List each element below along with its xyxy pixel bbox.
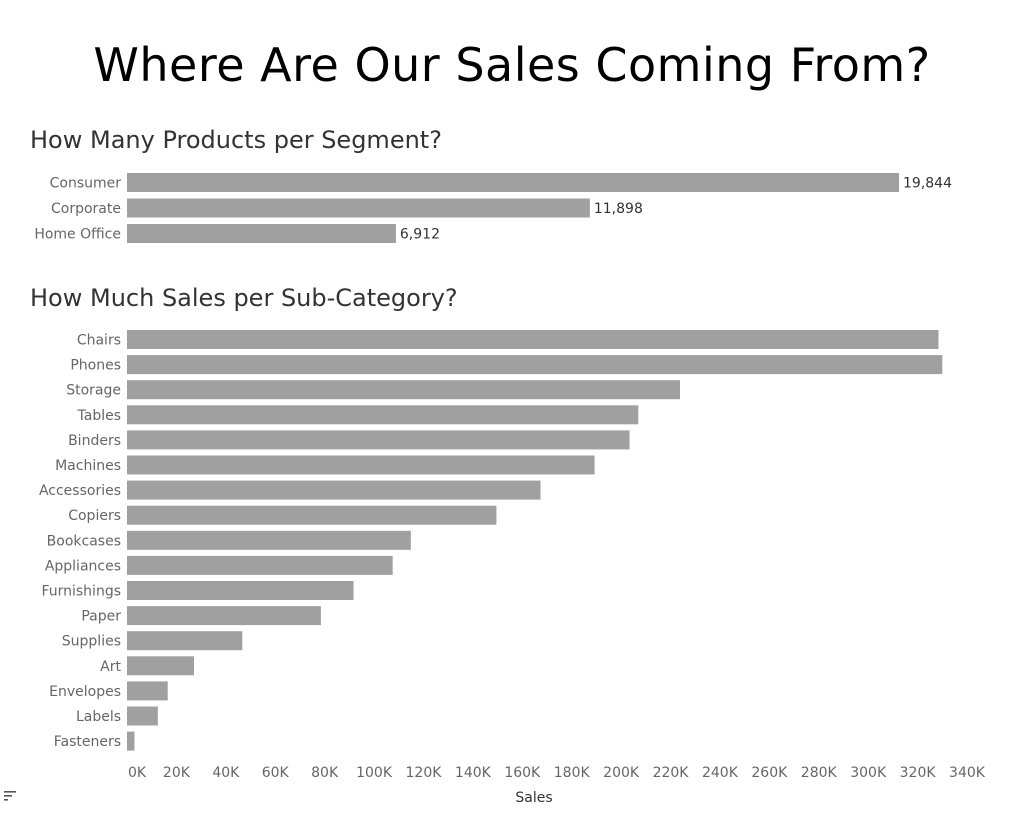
subcategory-bar[interactable]	[127, 731, 135, 751]
x-tick-label: 300K	[850, 765, 887, 781]
subcategory-label: Furnishings	[41, 584, 121, 600]
subcategory-bar[interactable]	[127, 480, 541, 500]
subcategory-label: Tables	[77, 408, 122, 424]
segment-data-label: 6,912	[400, 227, 440, 243]
x-tick-label: 320K	[900, 765, 937, 781]
subcategory-label: Copiers	[68, 508, 121, 524]
segment-data-label: 11,898	[594, 201, 643, 217]
x-tick-label: 140K	[455, 765, 492, 781]
subcategory-bar[interactable]	[127, 555, 393, 575]
dashboard-title: Where Are Our Sales Coming From?	[93, 38, 931, 92]
segment-category-label: Consumer	[50, 176, 122, 192]
x-tick-label: 60K	[262, 765, 290, 781]
subcategory-label: Envelopes	[49, 684, 121, 700]
subcategory-label: Fasteners	[54, 734, 121, 750]
segment-category-label: Home Office	[34, 227, 121, 243]
x-tick-label: 20K	[163, 765, 191, 781]
x-tick-label: 180K	[554, 765, 591, 781]
subcategory-label: Phones	[70, 358, 121, 374]
sales-x-axis: 0K 20K 40K 60K 80K 100K 120K 140K 160K 180K 200K 22…	[128, 765, 986, 781]
x-tick-label: 240K	[702, 765, 739, 781]
x-tick-label: 280K	[801, 765, 838, 781]
subcategory-bar[interactable]	[127, 581, 354, 600]
subcategory-bar[interactable]	[127, 455, 595, 475]
subcategory-bar[interactable]	[127, 405, 639, 425]
subcategory-bar[interactable]	[127, 681, 168, 701]
segment-category-label: Corporate	[51, 201, 121, 217]
subcategory-bar[interactable]	[127, 430, 630, 450]
segment-chart-title: How Many Products per Segment?	[30, 126, 442, 154]
subcategory-label: Art	[100, 659, 121, 675]
subcategory-label: Labels	[76, 709, 121, 725]
x-tick-label: 220K	[653, 765, 690, 781]
x-tick-label: 160K	[504, 765, 541, 781]
x-tick-label: 260K	[751, 765, 788, 781]
subcategory-bar[interactable]	[127, 631, 243, 651]
sort-descending-icon[interactable]	[4, 790, 16, 801]
subcategory-bar[interactable]	[127, 330, 939, 349]
x-tick-label: 200K	[603, 765, 640, 781]
x-axis-title-row: Sales	[0, 790, 1024, 806]
subcategory-label: Paper	[81, 609, 121, 625]
subcategory-bar[interactable]	[127, 355, 943, 375]
subcategory-label: Chairs	[77, 333, 121, 349]
subcategory-label: Storage	[66, 383, 121, 399]
x-tick-label: 100K	[356, 765, 393, 781]
x-axis-title[interactable]: Sales	[515, 790, 553, 806]
segment-data-label: 19,844	[903, 176, 952, 192]
subcategory-bar[interactable]	[127, 380, 681, 400]
subcategory-label: Binders	[68, 433, 121, 449]
x-tick-label: 40K	[212, 765, 240, 781]
x-tick-label: 340K	[949, 765, 986, 781]
subcategory-label: Accessories	[39, 483, 121, 499]
subcategory-label: Machines	[55, 458, 121, 474]
subcategory-bar[interactable]	[127, 606, 321, 626]
segment-bar[interactable]	[127, 173, 899, 192]
segment-bar-chart: Consumer 19,844 Corporate 11,898 Home Office…	[34, 173, 952, 243]
x-tick-label: 120K	[406, 765, 443, 781]
subcategory-chart-title: How Much Sales per Sub-Category?	[30, 284, 458, 312]
subcategory-bar[interactable]	[127, 505, 497, 525]
subcategory-label: Bookcases	[47, 533, 121, 549]
subcategory-bar-chart: Chairs Phones Storage Tables Binders Machines…	[39, 330, 943, 751]
subcategory-label: Appliances	[45, 558, 121, 574]
subcategory-bar[interactable]	[127, 706, 158, 726]
x-tick-label: 80K	[311, 765, 339, 781]
segment-bar[interactable]	[127, 198, 590, 218]
segment-bar[interactable]	[127, 224, 396, 243]
subcategory-bar[interactable]	[127, 530, 411, 550]
subcategory-label: Supplies	[62, 634, 121, 650]
subcategory-bar[interactable]	[127, 656, 194, 676]
x-tick-label: 0K	[128, 765, 147, 781]
